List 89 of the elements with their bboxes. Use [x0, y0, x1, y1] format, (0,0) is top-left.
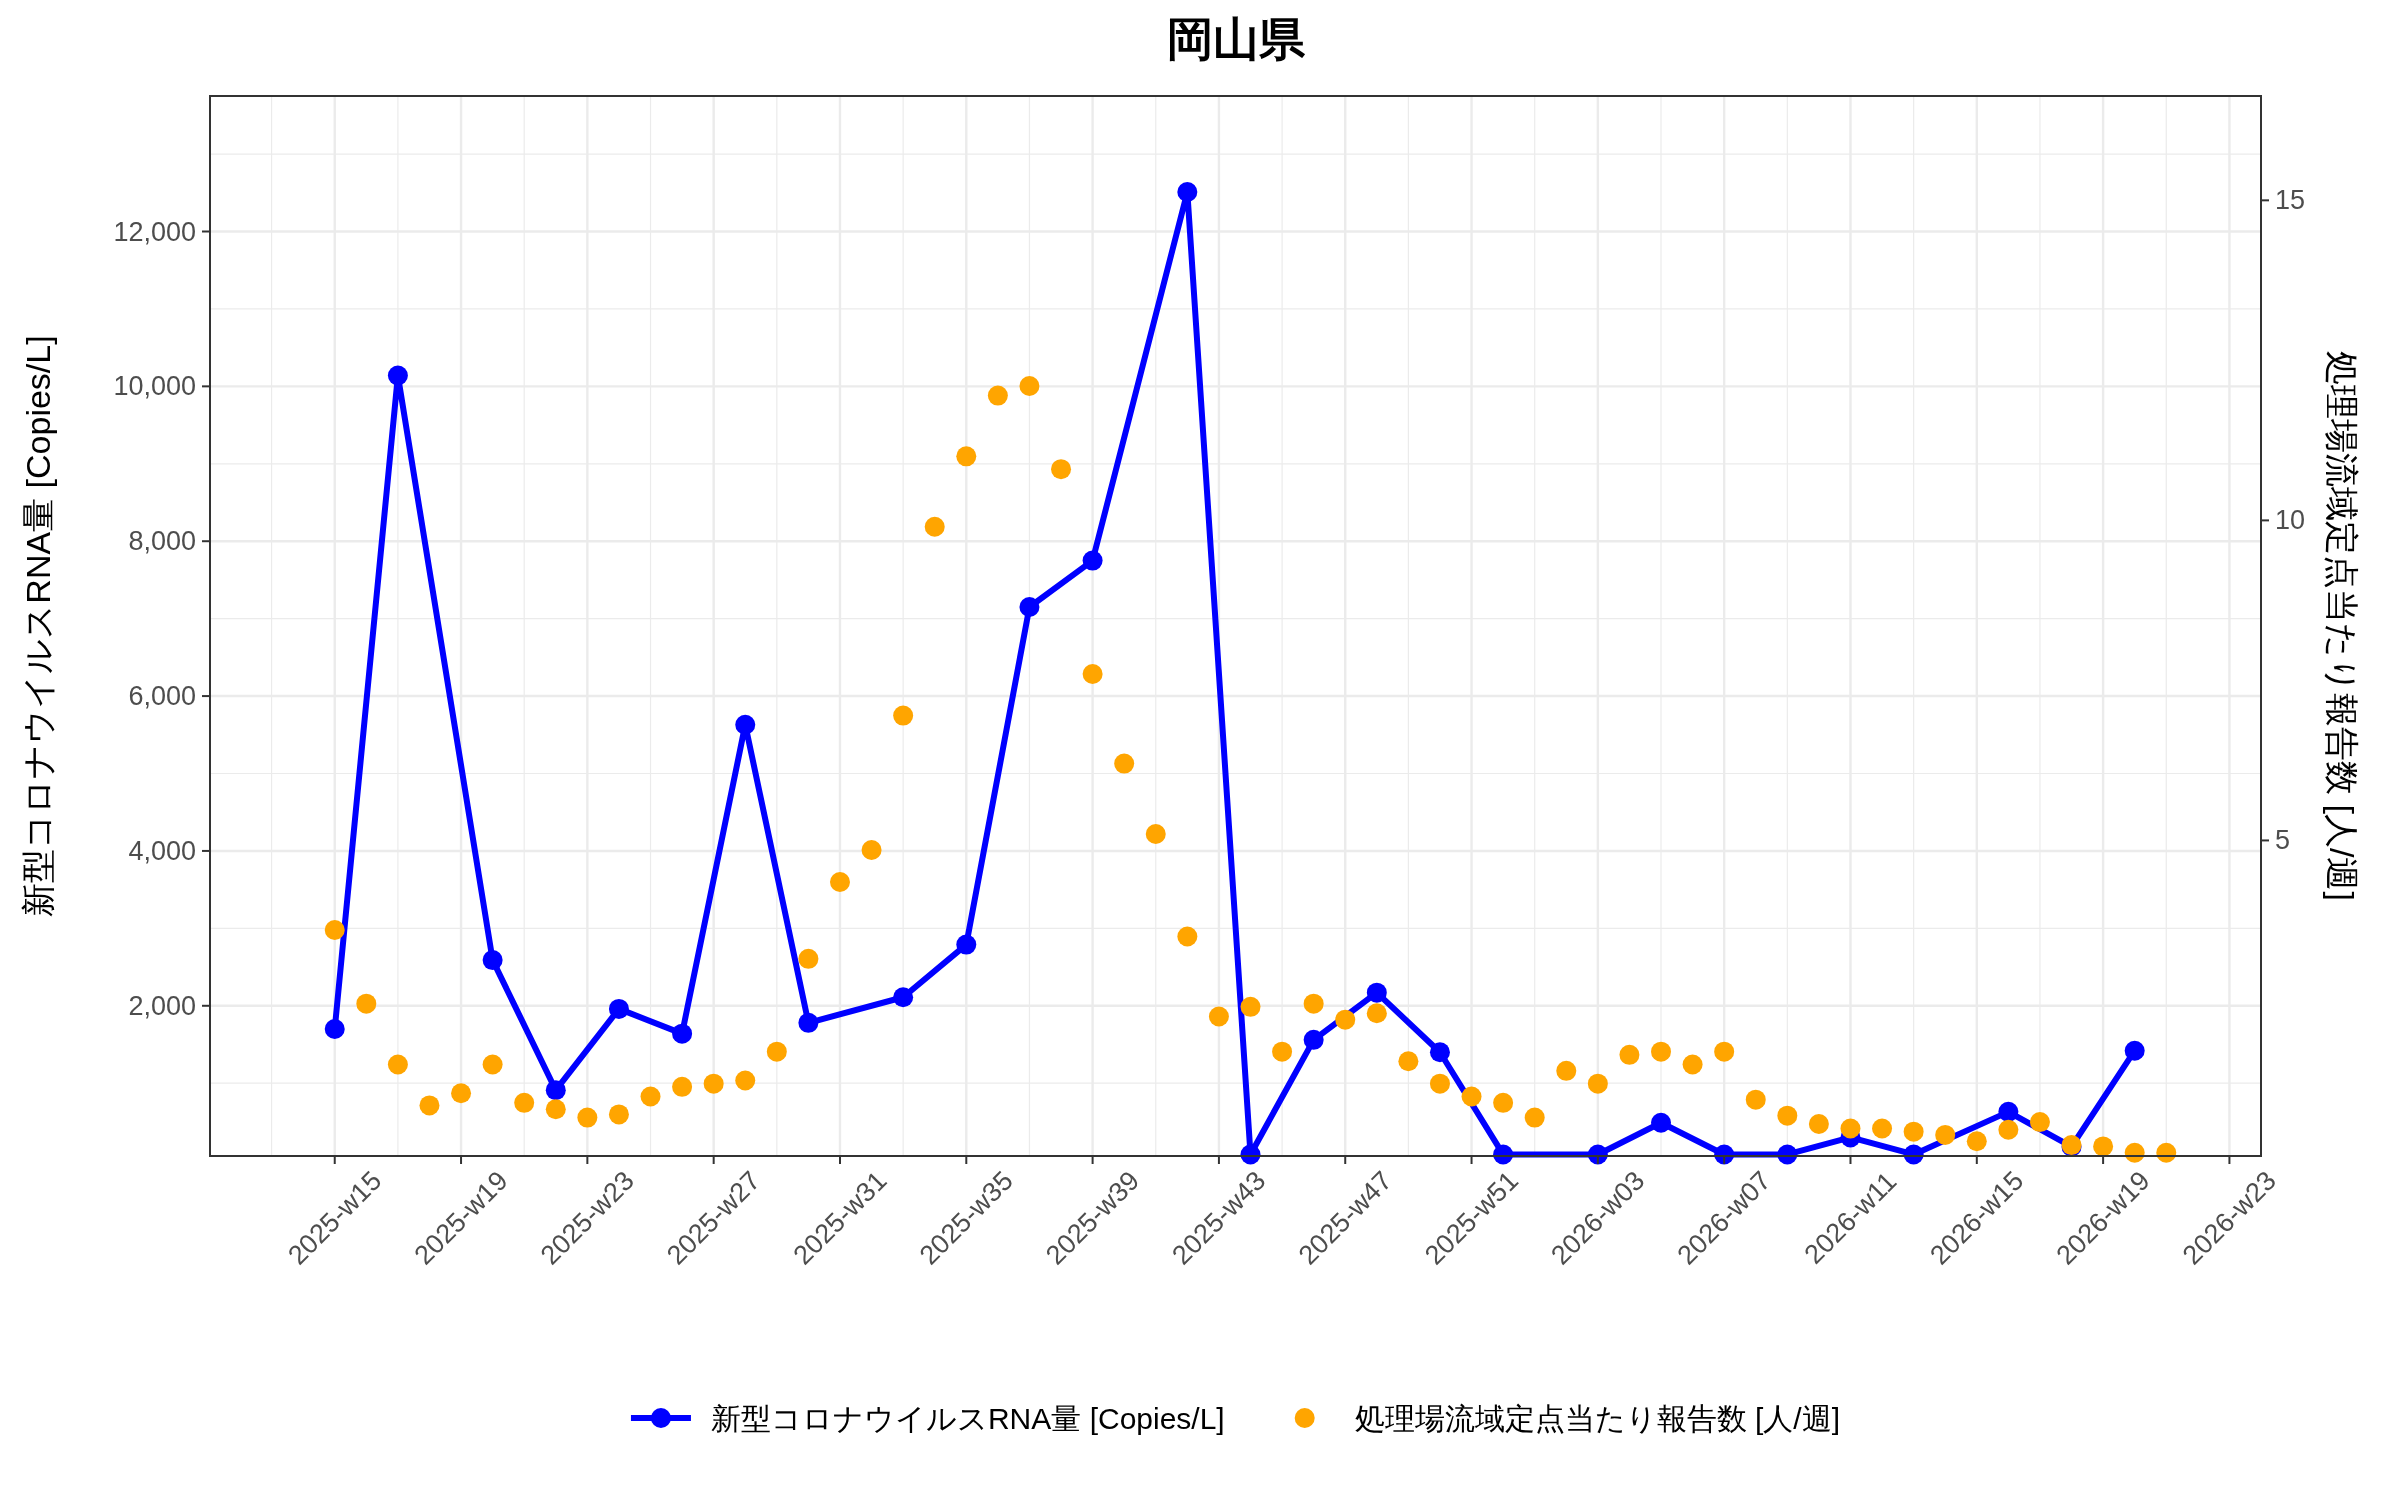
- point: [829, 872, 850, 893]
- y-tick-label: 8,000: [128, 526, 196, 557]
- y2-axis-title: 処理場流域定点当たり報告数 [人/週]: [2323, 351, 2361, 901]
- point: [1019, 375, 1040, 396]
- point: [1840, 1118, 1861, 1139]
- point: [1808, 1114, 1829, 1134]
- point: [703, 1073, 724, 1094]
- point: [1745, 1089, 1766, 1110]
- y-tick-label: 12,000: [113, 216, 196, 247]
- point: [861, 840, 882, 861]
- point: [545, 1099, 566, 1120]
- legend-label: 処理場流域定点当たり報告数 [人/週]: [1354, 1401, 1841, 1435]
- point: [1777, 1105, 1798, 1126]
- point: [514, 1092, 535, 1113]
- point: [1051, 459, 1072, 480]
- point: [798, 1012, 819, 1033]
- point: [1366, 982, 1387, 1003]
- point: [482, 950, 503, 971]
- point: [1145, 824, 1166, 845]
- y-tick-label: 2,000: [128, 990, 196, 1021]
- point: [1619, 1044, 1640, 1065]
- point: [324, 920, 345, 941]
- point: [735, 1070, 756, 1091]
- point: [387, 1054, 408, 1075]
- point: [735, 714, 756, 735]
- point: [2029, 1112, 2050, 1133]
- point: [1587, 1073, 1608, 1094]
- point: [1303, 993, 1324, 1014]
- point: [577, 1107, 598, 1128]
- point: [1966, 1131, 1987, 1152]
- y-tick-label: 4,000: [128, 835, 196, 866]
- point: [1398, 1051, 1419, 1072]
- point: [1682, 1054, 1703, 1075]
- point: [766, 1041, 787, 1062]
- point: [1019, 597, 1040, 618]
- point: [356, 993, 377, 1014]
- point: [893, 987, 914, 1008]
- point: [1714, 1041, 1735, 1062]
- point: [1366, 1003, 1387, 1024]
- point: [1998, 1101, 2019, 1122]
- point: [608, 1104, 629, 1125]
- point: [1935, 1124, 1956, 1145]
- point: [1272, 1041, 1293, 1062]
- y2-tick-label: 10: [2275, 505, 2306, 536]
- point: [1114, 753, 1135, 774]
- point: [640, 1086, 661, 1107]
- point: [1998, 1119, 2019, 1140]
- point: [893, 705, 914, 726]
- y-tick-label: 10,000: [113, 371, 196, 402]
- point: [956, 446, 977, 467]
- point: [451, 1083, 472, 1104]
- point: [2093, 1136, 2114, 1157]
- point: [324, 1019, 345, 1040]
- point: [1208, 1006, 1229, 1027]
- point: [956, 934, 977, 955]
- point: [672, 1076, 693, 1097]
- y-tick-label: 6,000: [128, 681, 196, 712]
- point: [1651, 1041, 1672, 1062]
- point: [1082, 550, 1103, 571]
- point: [608, 998, 629, 1019]
- y2-tick-label: 15: [2275, 185, 2306, 216]
- point: [1082, 664, 1103, 685]
- point: [419, 1095, 440, 1116]
- point: [1177, 182, 1198, 203]
- point: [1177, 926, 1198, 947]
- point: [1303, 1029, 1324, 1050]
- legend-label: 新型コロナウイルスRNA量 [Copies/L]: [710, 1401, 1225, 1435]
- point: [1872, 1118, 1893, 1139]
- point: [1429, 1042, 1450, 1063]
- point: [924, 516, 945, 537]
- point: [545, 1080, 566, 1101]
- point: [482, 1054, 503, 1075]
- point: [672, 1023, 693, 1044]
- point: [1240, 996, 1261, 1017]
- point: [1651, 1112, 1672, 1133]
- point: [1556, 1060, 1577, 1081]
- y-axis-title: 新型コロナウイルスRNA量 [Copies/L]: [19, 335, 57, 917]
- point: [2124, 1040, 2145, 1061]
- point: [387, 365, 408, 386]
- chart-title: 岡山県: [1166, 13, 1306, 65]
- point: [1493, 1092, 1514, 1113]
- point: [987, 385, 1008, 406]
- point: [1524, 1107, 1545, 1128]
- point: [798, 948, 819, 969]
- point: [1903, 1121, 1924, 1142]
- point: [1335, 1009, 1356, 1030]
- point: [1461, 1086, 1482, 1107]
- point: [1429, 1073, 1450, 1094]
- y2-tick-label: 5: [2275, 825, 2291, 856]
